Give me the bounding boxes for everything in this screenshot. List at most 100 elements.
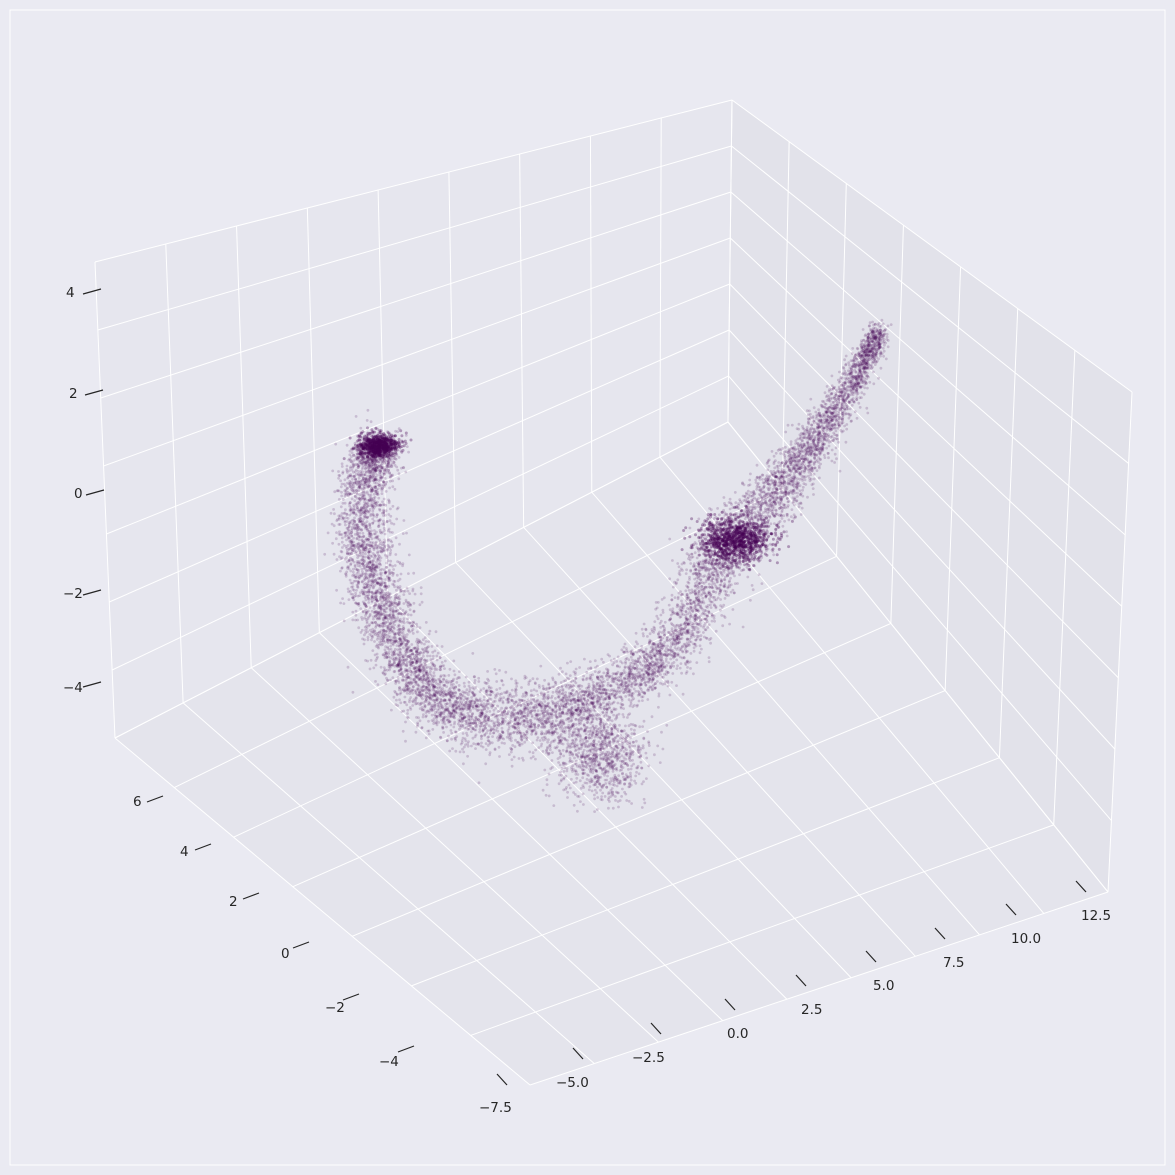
scatter-point [429,658,433,662]
scatter-point [390,545,394,549]
scatter-point [841,429,845,433]
scatter-point [739,527,743,530]
scatter-point [837,440,840,444]
scatter-point [704,569,708,573]
scatter-point [755,463,759,467]
scatter-point [421,651,425,655]
scatter-point [812,472,816,476]
scatter-point [514,682,518,685]
scatter-point [517,757,521,760]
scatter-point [657,692,661,696]
scatter-point [591,680,595,684]
scatter-point [492,725,496,728]
scatter-point [385,676,388,680]
scatter-point [640,669,644,673]
scatter-point [380,489,384,492]
scatter-point [384,599,388,602]
scatter-point [556,687,559,690]
scatter-point [767,458,771,462]
scatter-point [372,449,376,453]
scatter-point [509,714,513,718]
scatter-point [382,514,385,517]
scatter-point [709,533,712,537]
scatter-point [395,644,399,647]
scatter-point [691,622,694,625]
z-gridline-right [728,329,1116,750]
scatter-point [689,652,693,655]
scatter-point [379,665,383,669]
scatter-point [658,665,661,669]
scatter-point [415,625,419,628]
scatter-point [644,663,648,667]
scatter-point [559,770,562,774]
scatter-point [372,607,376,610]
scatter-point [851,393,855,397]
scatter-point [622,651,626,654]
scatter-point [375,478,379,481]
scatter-point [676,646,680,650]
scatter-point [629,655,633,659]
scatter-point [671,612,675,615]
scatter-point [515,684,519,688]
scatter-point [378,457,382,461]
scatter-point [817,418,820,421]
scatter-point [531,677,535,681]
scatter-point [719,579,723,583]
scatter-point [837,398,841,401]
scatter-point [741,625,745,629]
scatter-point [556,695,560,698]
scatter-point [606,678,609,681]
scatter-point [418,668,422,672]
scatter-point [405,633,409,636]
scatter-point [387,629,391,632]
scatter-point [535,689,538,693]
scatter-point [391,676,395,680]
scatter-point [701,596,705,600]
scatter-point [482,698,486,702]
scatter-point [510,758,514,761]
scatter-point [488,732,492,735]
scatter-point [529,700,532,704]
scatter-point [835,434,839,437]
scatter-point [692,649,696,653]
scatter-point [838,370,841,374]
scatter-point [340,540,344,544]
scatter-point [496,704,499,708]
scatter-point [465,702,469,706]
scatter-point [770,548,774,552]
scatter-point [801,445,805,449]
x-gridline-back [94,261,116,739]
scatter-point [477,680,481,683]
scatter-point [663,631,666,635]
scatter-point [352,536,355,540]
scatter-point [426,695,430,699]
scatter-point [674,643,677,647]
scatter-point [586,698,590,702]
scatter-point [366,638,370,642]
scatter-point [392,449,395,453]
scatter-point [358,527,362,531]
scatter-point [595,684,599,688]
scatter-point [713,619,716,623]
scatter-point [522,692,525,696]
scatter-point [831,415,834,419]
x-gridline-back [236,225,252,668]
scatter-point [606,681,610,685]
scatter-point [833,433,837,436]
scatter-point [832,431,836,435]
scatter-point [485,710,489,713]
scatter-point [685,593,689,597]
scatter-point [659,626,663,629]
scatter-point [746,575,750,579]
scatter-point [353,495,357,498]
scatter-point [606,653,610,656]
scatter-point [392,651,395,655]
scatter-point [732,549,736,553]
scatter-point [417,669,421,672]
scatter-point [341,517,344,521]
scatter-point [382,509,386,513]
scatter-point [530,697,533,701]
scatter-point [848,407,852,411]
scatter-point [688,617,691,621]
scatter-point [344,574,348,578]
